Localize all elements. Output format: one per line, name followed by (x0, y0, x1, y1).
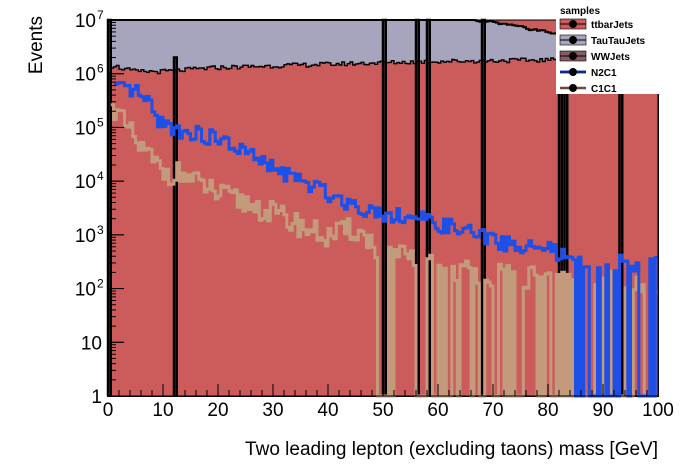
y-axis-label: Events (26, 16, 47, 74)
x-tick-label: 100 (642, 400, 674, 421)
line-n2c1 (113, 81, 658, 398)
y-tick-label: 10 (75, 118, 96, 139)
x-tick-label: 0 (103, 400, 114, 421)
y-tick-exponent: 7 (97, 8, 104, 22)
x-tick-label: 60 (427, 400, 448, 421)
signal-lines (110, 81, 658, 398)
y-tick-label: 10 (75, 172, 96, 193)
legend-label: ttbarJets (591, 20, 634, 31)
y-tick-exponent: 4 (97, 169, 104, 183)
legend-box (556, 4, 660, 94)
x-tick-label: 80 (537, 400, 558, 421)
y-tick-label: 10 (75, 226, 96, 247)
legend-marker (569, 20, 577, 28)
x-axis-label: Two leading lepton (excluding taons) mas… (245, 439, 658, 460)
legend-marker (569, 36, 577, 44)
legend-marker (569, 52, 577, 60)
y-tick-exponent: 6 (97, 62, 104, 76)
legend-label: WWJets (591, 52, 630, 63)
x-tick-label: 30 (262, 400, 283, 421)
legend-label: TauTauJets (591, 36, 646, 47)
y-tick-exponent: 3 (97, 223, 104, 237)
y-tick-label: 10 (75, 65, 96, 86)
spike-bin (172, 56, 178, 396)
y-tick-label: 10 (75, 280, 96, 301)
legend-title: samples (560, 6, 600, 17)
y-tick-exponent: 5 (97, 115, 104, 129)
x-tick-label: 50 (372, 400, 393, 421)
legend: samples ttbarJets TauTauJets WWJets N2C1 C1C… (556, 4, 660, 95)
y-tick-exponent: 2 (97, 277, 104, 291)
y-tick-label: 1 (91, 387, 102, 408)
x-tick-label: 40 (317, 400, 338, 421)
x-tick-label: 70 (482, 400, 503, 421)
x-tick-label: 10 (152, 400, 173, 421)
x-tick-label: 20 (207, 400, 228, 421)
line-c1c1 (110, 103, 658, 398)
x-tick-label: 90 (592, 400, 613, 421)
legend-marker (569, 68, 577, 76)
y-tick-label: 10 (81, 333, 102, 354)
y-tick-label: 10 (75, 11, 96, 32)
legend-label: N2C1 (591, 68, 617, 79)
legend-marker (569, 84, 577, 92)
legend-label: C1C1 (591, 84, 617, 95)
